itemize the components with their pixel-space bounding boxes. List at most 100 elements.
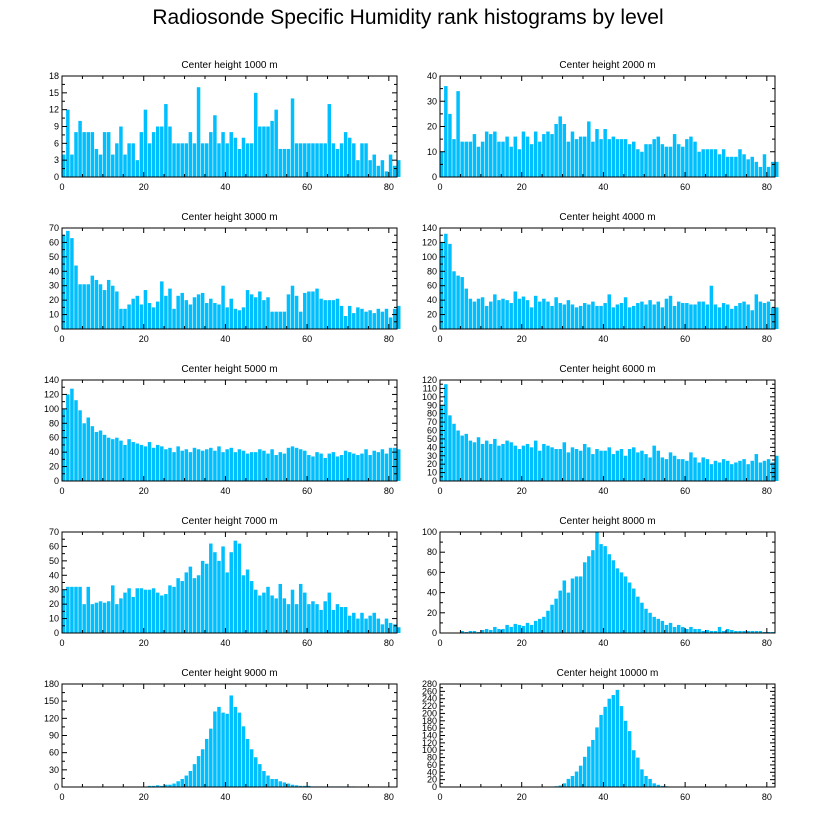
histogram-bar bbox=[380, 449, 385, 481]
x-tick-label: 60 bbox=[680, 792, 690, 802]
histogram-bar bbox=[298, 583, 303, 633]
histogram-bar bbox=[697, 462, 701, 481]
histogram-bar bbox=[131, 596, 135, 633]
histogram-bar bbox=[550, 305, 554, 329]
histogram-bar bbox=[558, 303, 562, 329]
histogram-bar bbox=[176, 781, 180, 787]
histogram-bar bbox=[636, 303, 640, 329]
x-tick-label: 20 bbox=[517, 486, 527, 496]
histogram-bar bbox=[734, 156, 738, 177]
histogram-bar bbox=[525, 443, 530, 481]
histogram-bar bbox=[217, 446, 221, 481]
histogram-bar bbox=[452, 271, 456, 329]
histogram-bar bbox=[460, 630, 464, 633]
histogram-bar bbox=[717, 462, 722, 481]
histogram-bar bbox=[229, 552, 233, 633]
histogram-bar bbox=[384, 453, 389, 481]
y-tick-label: 100 bbox=[422, 392, 437, 402]
histogram-bar bbox=[258, 595, 262, 633]
histogram-bar bbox=[376, 618, 381, 633]
histogram-bar bbox=[123, 154, 127, 177]
histogram-bar bbox=[397, 160, 401, 177]
histogram-bar bbox=[685, 139, 689, 177]
histogram-bar bbox=[155, 592, 160, 633]
histogram-bar bbox=[335, 456, 340, 481]
histogram-bar bbox=[254, 297, 258, 329]
histogram-bar bbox=[237, 543, 242, 633]
histogram-bar bbox=[582, 562, 587, 633]
y-tick-label: 30 bbox=[49, 585, 59, 595]
histogram-bar bbox=[587, 121, 591, 177]
histogram-bar bbox=[74, 132, 78, 177]
y-tick-label: 20 bbox=[427, 122, 437, 132]
histogram-bar bbox=[738, 149, 742, 177]
histogram-bar bbox=[717, 307, 722, 329]
histogram-bar bbox=[497, 300, 501, 329]
histogram-bar bbox=[509, 303, 513, 329]
histogram-bar bbox=[339, 607, 344, 633]
histogram-bar bbox=[472, 630, 477, 633]
histogram-bar bbox=[192, 143, 197, 177]
histogram-bar bbox=[582, 303, 587, 329]
histogram-bar bbox=[472, 134, 477, 177]
histogram-bar bbox=[521, 131, 526, 177]
histogram-bar bbox=[311, 291, 315, 329]
histogram-bar bbox=[380, 160, 385, 177]
histogram-bar bbox=[388, 622, 393, 633]
y-tick-label: 20 bbox=[427, 459, 437, 469]
histogram-bar bbox=[705, 149, 710, 177]
histogram-bar bbox=[352, 453, 356, 481]
histogram-bar bbox=[380, 624, 385, 633]
histogram-bar bbox=[603, 706, 607, 787]
histogram-bar bbox=[770, 631, 775, 633]
histogram-bar bbox=[331, 143, 336, 177]
histogram-bar bbox=[701, 301, 705, 329]
histogram-bar bbox=[131, 143, 135, 177]
histogram-bar bbox=[632, 305, 636, 329]
histogram-bar bbox=[66, 230, 70, 329]
histogram-bar bbox=[307, 785, 311, 787]
histogram-bar bbox=[489, 134, 493, 177]
histogram-bar bbox=[582, 443, 587, 481]
histogram-bar bbox=[627, 307, 632, 329]
histogram-bar bbox=[278, 148, 283, 177]
histogram-bar bbox=[196, 87, 201, 177]
histogram-bar bbox=[697, 301, 701, 329]
histogram-bar bbox=[164, 594, 168, 633]
histogram-bar bbox=[493, 294, 497, 329]
histogram-bar bbox=[627, 582, 632, 633]
histogram-bar bbox=[294, 295, 299, 329]
histogram-bar bbox=[713, 149, 718, 177]
histogram-bar bbox=[82, 604, 86, 633]
histogram-bar bbox=[705, 459, 710, 481]
x-tick-label: 60 bbox=[680, 486, 690, 496]
histogram-bar bbox=[217, 560, 221, 633]
histogram-bar bbox=[86, 417, 90, 481]
histogram-bar bbox=[574, 449, 579, 481]
histogram-bar bbox=[135, 295, 140, 329]
histogram-bar bbox=[652, 139, 656, 177]
histogram-bar bbox=[380, 311, 385, 329]
histogram-bar bbox=[681, 626, 685, 633]
panel-title: Center height 5000 m bbox=[181, 364, 277, 375]
histogram-bar bbox=[270, 595, 274, 633]
histogram-bar bbox=[627, 731, 632, 787]
histogram-bar bbox=[164, 449, 168, 481]
histogram-bar bbox=[115, 437, 119, 481]
y-tick-label: 60 bbox=[427, 281, 437, 291]
histogram-bar bbox=[70, 388, 74, 481]
panel-title: Center height 2000 m bbox=[559, 60, 655, 71]
histogram-bar bbox=[188, 452, 193, 481]
histogram-bar bbox=[98, 284, 103, 329]
histogram-bar bbox=[94, 279, 99, 329]
histogram-bar bbox=[339, 455, 344, 481]
histogram-bar bbox=[587, 746, 591, 787]
histogram-bar bbox=[217, 304, 221, 329]
histogram-bar bbox=[82, 423, 86, 481]
histogram-bar bbox=[558, 116, 562, 177]
histogram-bar bbox=[356, 455, 360, 481]
histogram-bar bbox=[480, 443, 485, 481]
histogram-bar bbox=[221, 546, 225, 633]
histogram-bar bbox=[619, 572, 624, 633]
histogram-bar bbox=[392, 624, 397, 633]
